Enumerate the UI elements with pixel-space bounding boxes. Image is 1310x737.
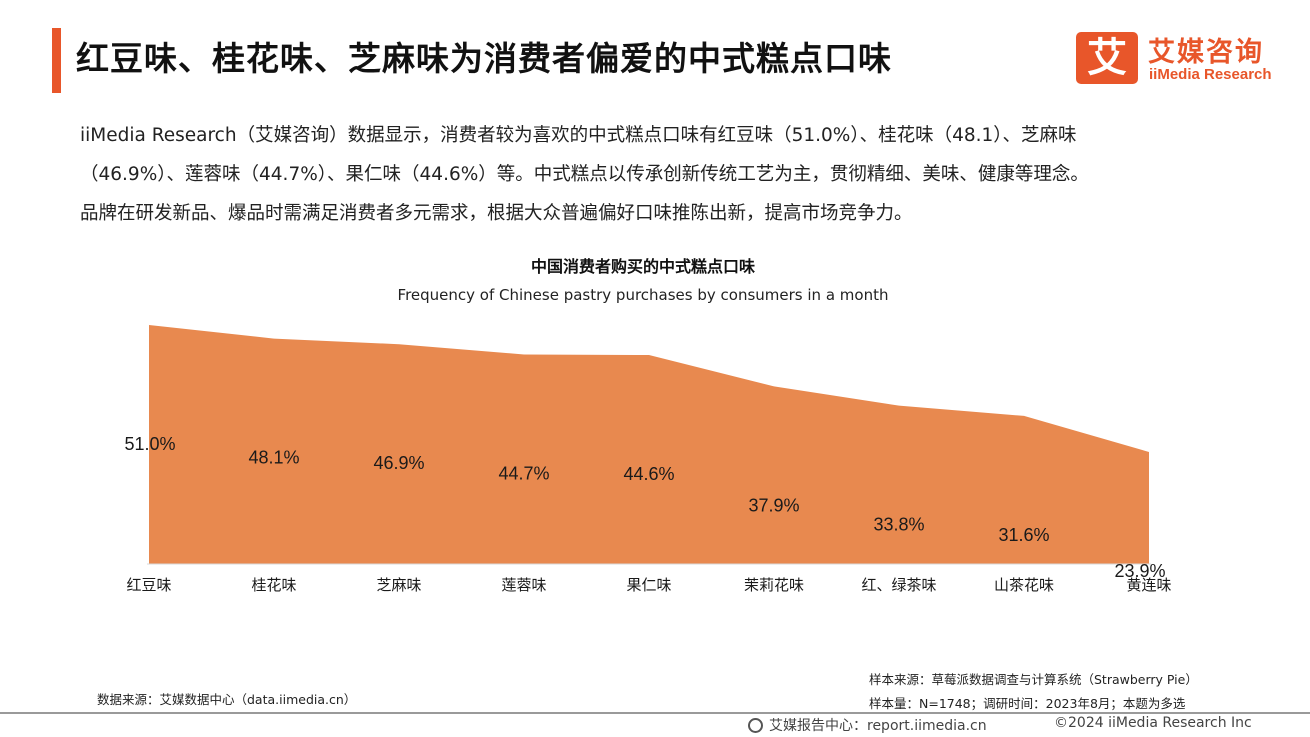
data-label: 31.6%	[998, 525, 1049, 545]
sample-source: 样本来源：草莓派数据调查与计算系统（Strawberry Pie）	[869, 672, 1198, 687]
data-label: 51.0%	[124, 434, 175, 454]
data-label: 33.8%	[873, 515, 924, 535]
x-tick-label: 山茶花味	[994, 576, 1054, 594]
intro-paragraph: iiMedia Research（艾媒咨询）数据显示，消费者较为喜欢的中式糕点口…	[80, 116, 1250, 233]
x-tick-label: 黄连味	[1126, 576, 1171, 594]
x-tick-label: 莲蓉味	[501, 576, 546, 594]
logo-chinese-name: 艾媒咨询	[1148, 37, 1264, 68]
x-tick-label: 桂花味	[251, 576, 296, 594]
logo-english-name: iiMedia Research	[1149, 66, 1272, 83]
iimedia-logo: 艾 艾媒咨询 iiMedia Research	[1076, 32, 1291, 87]
footer-divider	[0, 712, 1310, 714]
page-title: 红豆味、桂花味、芝麻味为消费者偏爱的中式糕点口味	[76, 39, 892, 78]
area-series	[149, 325, 1149, 564]
data-label: 37.9%	[748, 495, 799, 515]
x-tick-label: 茉莉花味	[744, 576, 804, 594]
data-label: 23.9%	[1114, 561, 1165, 581]
x-tick-label: 红豆味	[126, 576, 171, 594]
sample-size: 样本量：N=1748；调研时间：2023年8月；本题为多选	[869, 696, 1186, 711]
footer-copyright: ©2024 iiMedia Research Inc	[1054, 715, 1252, 731]
logo-mark-icon: 艾	[1076, 32, 1138, 84]
intro-line-3: 品牌在研发新品、爆品时需满足消费者多元需求，根据大众普遍偏好口味推陈出新，提高市…	[80, 203, 913, 224]
footer-report-link[interactable]: 艾媒报告中心：report.iimedia.cn	[748, 715, 987, 735]
intro-line-1: iiMedia Research（艾媒咨询）数据显示，消费者较为喜欢的中式糕点口…	[80, 125, 1077, 146]
data-source: 数据来源：艾媒数据中心（data.iimedia.cn）	[97, 692, 357, 707]
data-label: 48.1%	[248, 448, 299, 468]
chart-title: 中国消费者购买的中式糕点口味	[530, 257, 755, 276]
data-label: 44.7%	[498, 464, 549, 484]
footer-report-text: 艾媒报告中心：report.iimedia.cn	[769, 718, 987, 734]
chart-subtitle: Frequency of Chinese pastry purchases by…	[397, 286, 889, 304]
x-tick-label: 红、绿茶味	[861, 576, 936, 594]
globe-icon	[748, 718, 763, 733]
x-tick-label: 芝麻味	[376, 576, 421, 594]
intro-line-2: （46.9%）、莲蓉味（44.7%）、果仁味（44.6%）等。中式糕点以传承创新…	[80, 164, 1089, 185]
title-accent-bar	[52, 28, 61, 93]
x-tick-label: 果仁味	[626, 576, 671, 594]
data-label: 46.9%	[373, 453, 424, 473]
data-label: 44.6%	[623, 464, 674, 484]
